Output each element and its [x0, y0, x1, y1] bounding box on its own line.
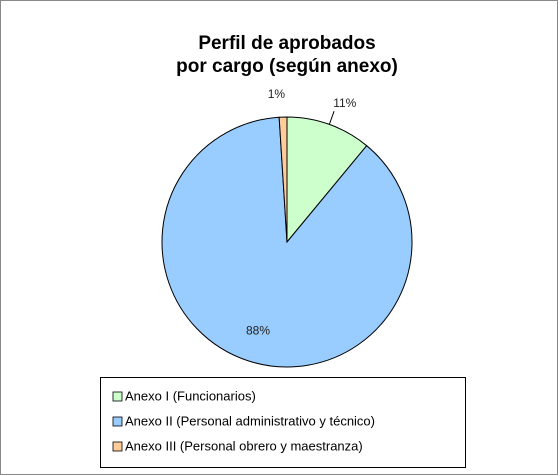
legend-box — [100, 377, 466, 468]
chart-title: por cargo (según anexo) — [176, 56, 398, 77]
legend-label: Anexo III (Personal obrero y maestranza) — [125, 438, 363, 453]
legend-swatch — [112, 441, 123, 452]
pie-slice — [286, 116, 368, 244]
data-label: 88% — [246, 323, 270, 337]
pie-slice — [278, 116, 288, 243]
legend-label: Anexo I (Funcionarios) — [125, 388, 256, 403]
legend-label: Anexo II (Personal administrativo y técn… — [125, 413, 375, 428]
pie-slice — [161, 116, 413, 368]
data-label: 11% — [333, 96, 356, 110]
leader-line — [328, 111, 335, 125]
chart-title: Perfil de aprobados — [198, 33, 375, 54]
legend-swatch — [112, 391, 123, 402]
legend-swatch — [112, 416, 123, 427]
data-label: 1% — [268, 87, 286, 101]
